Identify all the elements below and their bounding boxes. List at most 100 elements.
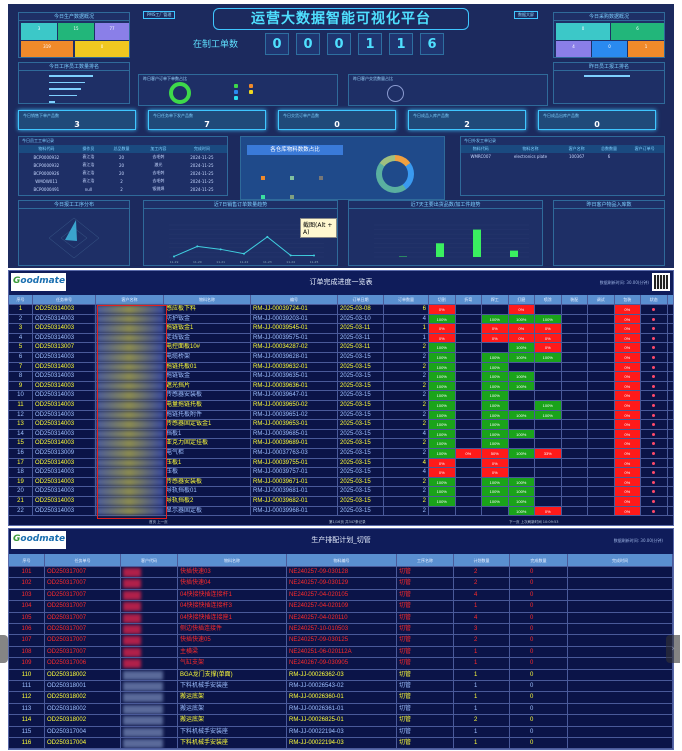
stage-progress [535, 439, 562, 448]
table-row[interactable]: 112 OD250318002 搬运底架 RM-JJ-00026360-01 切管 1 0 [9, 692, 673, 704]
status-cell [641, 449, 668, 458]
table-row[interactable]: 6 OD250314003 电缆桥架 RM-JJ-00039628-01 2025-03… [9, 353, 673, 363]
task-number: OD250317007 [45, 567, 121, 578]
table-row[interactable]: 108 OD250317007 主横梁 NE240251-06-020112A 切管 1 0 [9, 646, 673, 659]
prev-page-link[interactable]: 首页 上一页 [149, 520, 168, 524]
table-row[interactable]: 21 OD250314003 导轨挡板2 RM-JJ-00039682-01 2025-… [9, 497, 673, 507]
stage-progress [588, 429, 615, 439]
stage-progress [588, 487, 615, 496]
status-dot-icon [652, 432, 656, 436]
column-header: 物料代码 [19, 145, 74, 153]
stage-progress: 100% [482, 362, 509, 372]
table-row[interactable]: 1 OD250314003 感应板下料 RM-JJ-00039724-01 2025-0… [9, 305, 673, 315]
stage-progress [562, 324, 588, 333]
table-row[interactable]: 10 OD250314003 传感器安装板 RM-JJ-00039647-01 2025… [9, 391, 673, 401]
table-row[interactable]: 4 OD250314003 走线钣金 RM-JJ-00039575-01 2025-03… [9, 333, 673, 344]
table-row[interactable]: 105 OD250317007 04快接快插连接座1 NE240257-04-0201… [9, 612, 673, 624]
table-row[interactable]: 114 OD250318002 搬运底架 RM-JJ-00026825-01 切管 2 0 [9, 715, 673, 727]
stat-tile[interactable]: 4 [556, 41, 591, 57]
table-row[interactable]: 107 OD250317007 快插快速05 NE240257-09-030125 切管… [9, 635, 673, 647]
planned-qty: 1 [454, 681, 510, 692]
legend-swatch [249, 84, 253, 88]
status-dot-icon [652, 384, 656, 388]
stage-progress [456, 429, 482, 439]
table-row[interactable]: 102 OD250317007 快插快速04 NE240257-09-030129 切管… [9, 578, 673, 590]
stage-progress [456, 362, 482, 372]
stage-progress: 100% [508, 487, 535, 496]
order-date: 2025-03-15 [338, 429, 384, 439]
row-number: 9 [9, 381, 33, 391]
table-row[interactable]: 22 OD250314003 显示器固定板 RM-JJ-00039968-01 2025… [9, 506, 673, 517]
carousel-next-button[interactable]: › [666, 635, 680, 663]
pms-button[interactable]: PMS工厂管理 [143, 11, 176, 19]
table-row[interactable]: 20 OD250314003 导轨挡板01 RM-JJ-00039681-01 2025… [9, 487, 673, 497]
table-row[interactable]: 7 OD250314003 拖链托板01 RM-JJ-00039632-01 2025-… [9, 362, 673, 373]
table-row[interactable]: 103 OD250317007 04快接快插连接杆1 NE240257-04-0201… [9, 589, 673, 602]
big-screen-button[interactable]: 数据大屏 [514, 11, 538, 19]
completed-time [568, 726, 673, 737]
stage-progress [535, 391, 562, 400]
order-date: 2025-03-15 [338, 506, 384, 516]
stat-tile[interactable]: 15 [58, 23, 94, 40]
carousel-prev-button[interactable] [0, 635, 8, 663]
stat-tile[interactable]: 1 [628, 41, 664, 57]
table-cell: 2024-11-25 [190, 178, 214, 184]
table-row[interactable]: 115 OD250317004 下料机械手安装座 RM-JJ-00022194-03 切… [9, 726, 673, 738]
stage-progress: 100% [429, 353, 456, 362]
table-row[interactable]: 14 OD250314003 挡板1 RM-JJ-00039685-01 2025-03… [9, 429, 673, 440]
customer-name-redacted [96, 305, 164, 314]
completed-time [568, 624, 673, 635]
table-row[interactable]: 106 OD250317007 侧边快插连接件 NE240257-10-010503 切… [9, 624, 673, 636]
table-row[interactable]: 113 OD250318002 搬运底架 RM-JJ-00026361-01 切管 1 0 [9, 703, 673, 716]
table-row[interactable]: 104 OD250317007 04快接快插连接杆3 NE240257-04-0201… [9, 601, 673, 613]
table-row[interactable]: 9 OD250314003 遮光挡片 RM-JJ-00039636-01 2025-03… [9, 381, 673, 392]
order-date: 2025-03-15 [338, 497, 384, 506]
column-header: 序号 [9, 295, 33, 304]
stat-tile[interactable]: 0 [556, 23, 610, 40]
table-row[interactable]: 110 OD250318002 BGA龙门支撑(单面) RM-JJ-00026362-… [9, 669, 673, 681]
stat-tile[interactable]: 0 [592, 41, 627, 57]
completed-qty: 0 [510, 612, 568, 623]
table-row[interactable]: 19 OD250314003 传感器安装板 RM-JJ-00039671-01 2025… [9, 477, 673, 488]
schedule-board: Goodmate 生产排配计划_切管 数据刷新时间: 30.00(分钟) 序号任… [8, 528, 674, 750]
stat-tile[interactable]: 3 [21, 23, 57, 40]
process-name: 切管 [397, 658, 454, 669]
material-number: RM-JJ-00026543-02 [287, 681, 397, 692]
stat-tile[interactable]: 319 [21, 41, 73, 57]
table-row[interactable]: 2 OD250314003 防护钣金 RM-JJ-00039203-01 2025-03… [9, 314, 673, 325]
table-row[interactable]: 8 OD250314003 拖链钣金 RM-JJ-00039635-01 2025-03… [9, 372, 673, 382]
table-row[interactable]: 15 OD250314003 亚克力固定挂板 RM-JJ-00039689-01 202… [9, 439, 673, 449]
table-row[interactable]: 11 OD250314003 电量拖链托板 RM-JJ-00039650-02 2025… [9, 401, 673, 411]
table-row[interactable]: 13 OD250314003 传感器固定钣金1 RM-JJ-00039653-01 20… [9, 420, 673, 430]
blur-block [123, 579, 141, 589]
table-row[interactable]: 116 OD250317004 下料机械手安装座 RM-JJ-00022194-03 切… [9, 738, 673, 750]
table-row[interactable]: 111 OD250318001 下料机械手安装座 RM-JJ-00026543-02 切… [9, 681, 673, 693]
table-row[interactable]: 109 OD250317006 气缸支架 NE240267-09-030905 切管 1 0 [9, 658, 673, 670]
table-cell: BCP0000932 [33, 154, 60, 160]
table-row[interactable]: 12 OD250314003 拖链托板附件 RM-JJ-00039651-02 2025… [9, 410, 673, 421]
table-row[interactable]: 18 OD250314003 压板 RM-JJ-00039757-01 2025-03-… [9, 468, 673, 478]
stage-progress: 100% [429, 401, 456, 410]
table-row[interactable]: 3 OD250314003 拖链钣金1 RM-JJ-00039545-01 2025-0… [9, 324, 673, 334]
table-row[interactable]: 5 OD250313007 电控面板10# RM-JJ-00034287-02 2025… [9, 343, 673, 353]
stat-tile[interactable]: 77 [95, 23, 129, 40]
table-row[interactable]: 17 OD250314003 压板1 RM-JJ-00039755-01 2025-03… [9, 458, 673, 469]
x-tick-label: 11-25 [310, 260, 319, 263]
kpi-label: 今日交货订单产品数 [283, 113, 319, 118]
customer-name-redacted [96, 314, 164, 324]
stat-tile[interactable]: 0 [75, 41, 129, 57]
column-header: 状态 [641, 295, 668, 304]
order-date: 2025-03-15 [338, 381, 384, 391]
stage-progress [456, 439, 482, 448]
next-page-link[interactable]: 下一页 上次刷新时间 10:09:53 [509, 520, 559, 524]
table-row[interactable]: 16 OD250313009 电气柜 RM-JJ-00037763-03 2025-03… [9, 449, 673, 459]
order-qty: 1 [384, 333, 429, 343]
table-row[interactable]: 101 OD250317007 快插快速03 NE240257-09-030128 切管… [9, 567, 673, 579]
order-qty: 2 [384, 506, 429, 516]
customer-name-redacted [96, 439, 164, 448]
order-date: 2025-03-11 [338, 343, 384, 352]
customer-redaction-box [97, 305, 167, 519]
material-name: 拖链钣金 [164, 372, 251, 381]
stat-tile[interactable]: 6 [611, 23, 664, 40]
part-number: RM-JJ-00039757-01 [251, 468, 338, 477]
